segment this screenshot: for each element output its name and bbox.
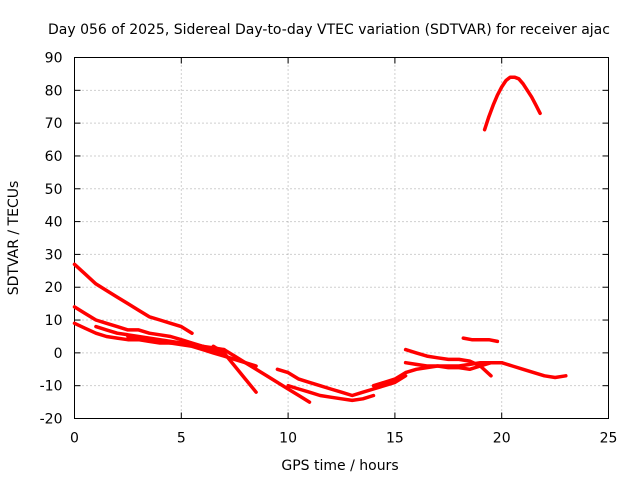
x-tick-label: 25 (600, 431, 618, 447)
grid-layer (74, 57, 609, 419)
y-tick-label: 10 (45, 313, 63, 329)
x-tick-label: 5 (177, 431, 186, 447)
x-tick-label: 15 (386, 431, 404, 447)
plot-frame (74, 57, 609, 419)
y-tick-label: 60 (45, 149, 63, 165)
chart-title: Day 056 of 2025, Sidereal Day-to-day VTE… (48, 22, 610, 38)
series-sat-h (275, 367, 408, 398)
x-tick-label: 20 (493, 431, 511, 447)
x-axis-label: GPS time / hours (281, 458, 398, 474)
y-tick-label: -10 (40, 379, 63, 395)
series-sat-n (482, 75, 542, 132)
series-sat-k (403, 347, 493, 378)
y-tick-labels: -20 -10 0 10 20 30 40 50 60 70 80 90 (40, 51, 63, 428)
y-tick-label: 90 (45, 51, 63, 67)
x-tick-labels: 0 5 10 15 20 25 (70, 431, 617, 447)
series-sat-l (403, 360, 568, 380)
y-tick-label: 20 (45, 280, 63, 296)
y-tick-label: 80 (45, 83, 63, 99)
tick-layer (74, 57, 609, 419)
y-tick-label: 30 (45, 247, 63, 263)
y-tick-label: -20 (40, 412, 63, 428)
y-tick-label: 0 (54, 346, 63, 362)
series-sat-f (211, 344, 258, 394)
series-sat-i (286, 383, 376, 403)
y-tick-label: 40 (45, 215, 63, 231)
y-tick-label: 70 (45, 116, 63, 132)
series-layer (72, 75, 568, 404)
y-tick-label: 50 (45, 182, 63, 198)
x-tick-label: 10 (279, 431, 297, 447)
series-sat-m (461, 336, 500, 344)
x-tick-label: 0 (70, 431, 79, 447)
series-sat-g (222, 347, 312, 404)
y-axis-label: SDTVAR / TECUs (6, 181, 22, 296)
series-sat-e (126, 334, 258, 368)
series-sat-a (72, 262, 194, 335)
